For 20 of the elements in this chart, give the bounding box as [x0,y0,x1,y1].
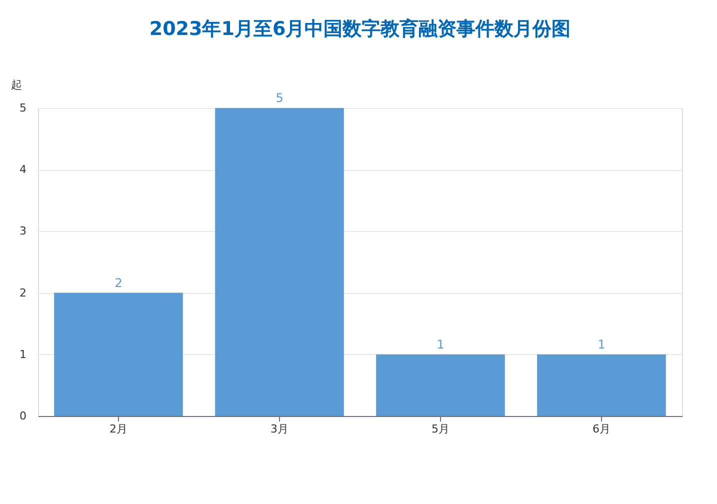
x-tick-label: 6月 [592,422,610,436]
bar [54,292,183,416]
data-label: 2 [114,276,122,290]
y-tick-label: 2 [20,286,26,300]
data-label: 1 [598,337,606,352]
x-tick-label: 5月 [432,422,450,436]
y-tick-label: 4 [20,163,26,176]
chart-title: 2023年1月至6月中国数字教育融资事件数月份图 [149,18,571,40]
y-axis-title: 起 [11,78,22,92]
y-tick-label: 5 [20,102,26,114]
data-label: 1 [436,337,444,352]
y-tick-label: 1 [20,348,26,361]
y-tick-label: 0 [20,410,26,422]
bar [376,354,505,416]
x-tick-label: 3月 [270,422,288,436]
x-tick-label: 2月 [110,422,128,436]
bar [215,108,344,416]
y-tick-label: 3 [20,224,26,238]
bar [537,354,666,416]
data-label: 5 [276,91,284,105]
